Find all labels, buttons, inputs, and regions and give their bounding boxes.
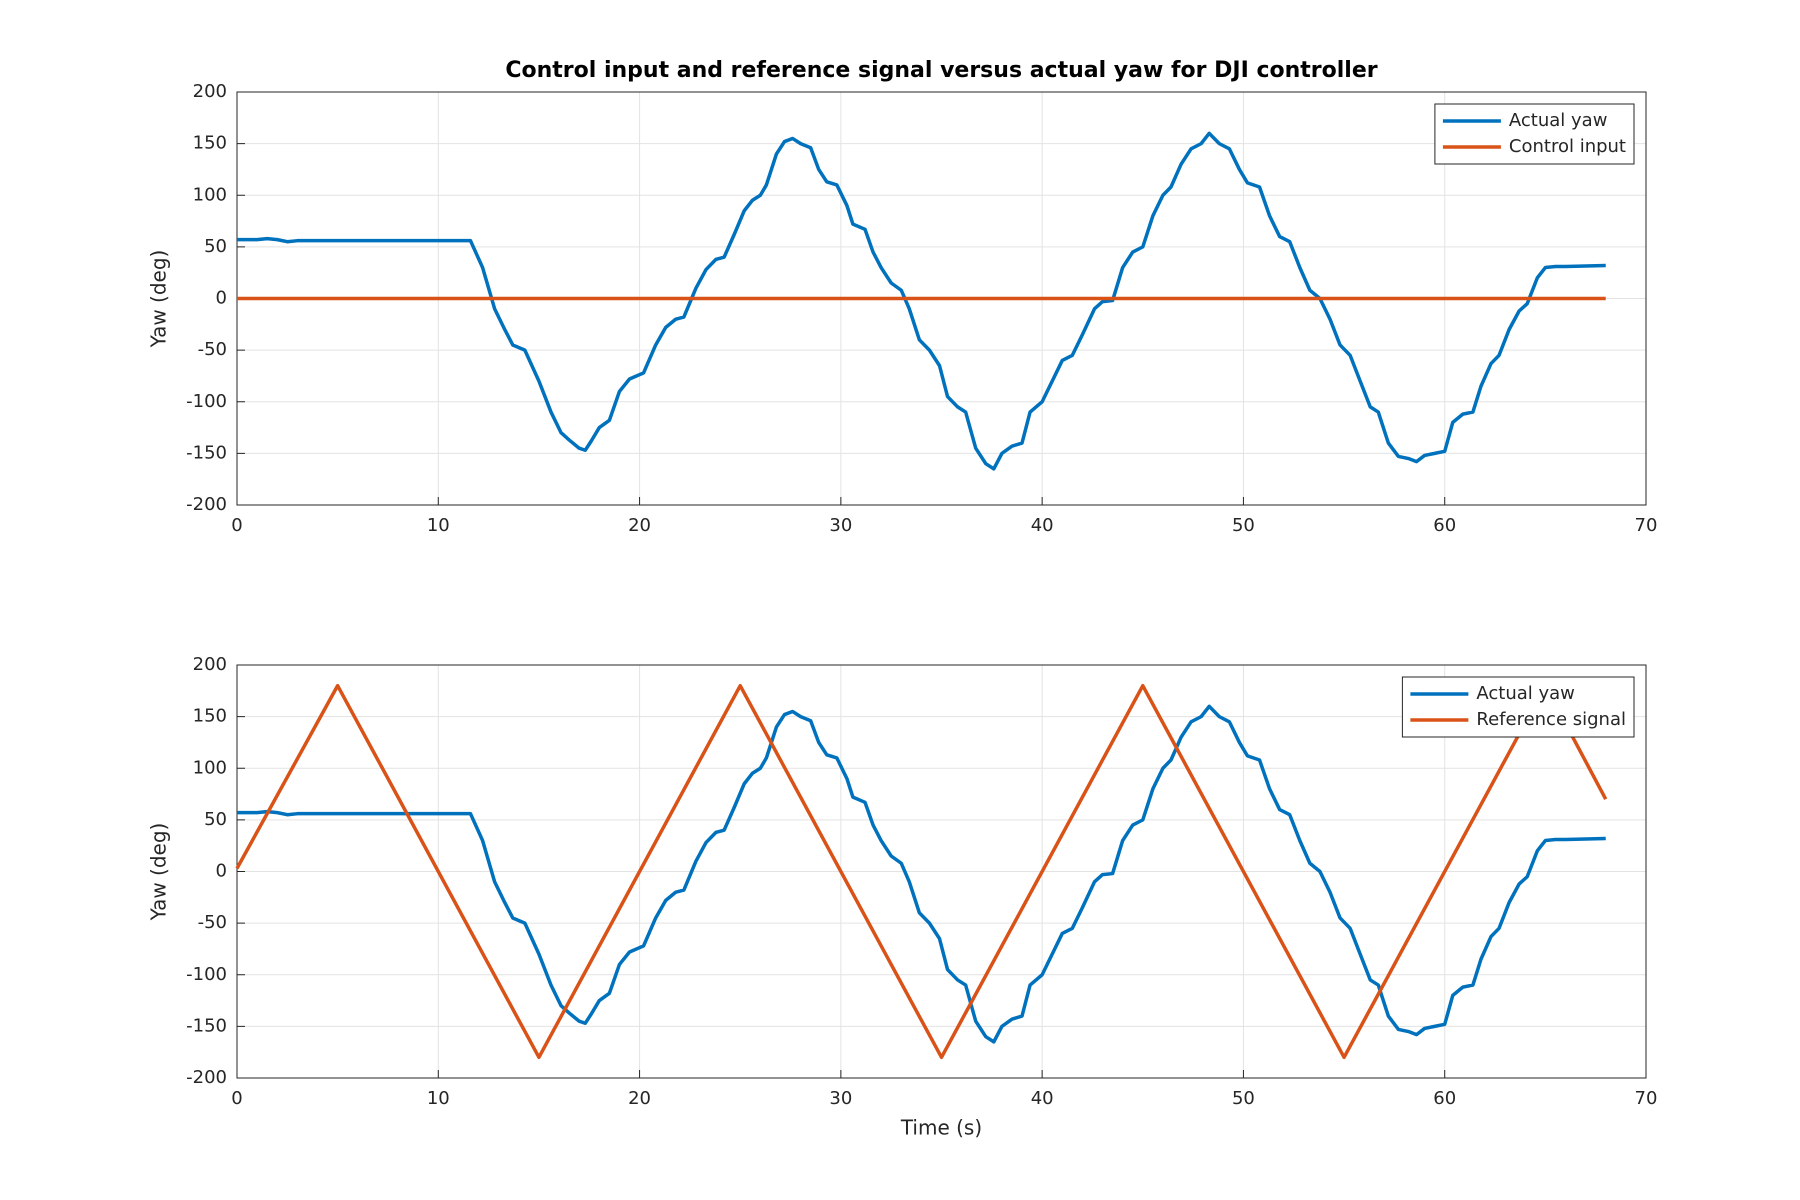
y-tick-label: -200 — [186, 494, 227, 515]
x-tick-label: 30 — [829, 1088, 852, 1109]
legend-label: Control input — [1509, 136, 1626, 157]
x-tick-label: 0 — [231, 1088, 242, 1109]
y-tick-label: 50 — [204, 809, 227, 830]
y-tick-label: -50 — [198, 912, 227, 933]
y-tick-label: -100 — [186, 964, 227, 985]
x-tick-label: 30 — [829, 515, 852, 536]
y-tick-label: -150 — [186, 1015, 227, 1036]
legend-box — [1434, 103, 1635, 165]
y-tick-label: -100 — [186, 391, 227, 412]
x-tick-label: 70 — [1635, 515, 1658, 536]
legend-label: Reference signal — [1476, 709, 1626, 730]
y-tick-label: -200 — [186, 1067, 227, 1088]
y-tick-label: 150 — [193, 133, 227, 154]
axes: 0 10 20 30 40 50 60 70 -200 -150 -100 -50 0 50 100 150 2… — [186, 81, 1657, 536]
x-tick-label: 20 — [628, 1088, 651, 1109]
y-tick-label: 50 — [204, 236, 227, 257]
x-tick-label: 10 — [427, 515, 450, 536]
y-tick-label: 200 — [193, 81, 227, 102]
y-tick-label: 200 — [193, 654, 227, 675]
y-tick-label: -150 — [186, 442, 227, 463]
y-tick-label: 100 — [193, 757, 227, 778]
x-tick-label: 40 — [1031, 1088, 1054, 1109]
x-tick-label: 50 — [1232, 515, 1255, 536]
x-tick-label: 50 — [1232, 1088, 1255, 1109]
y-tick-label: 100 — [193, 184, 227, 205]
x-axis-label: Time (s) — [900, 1116, 982, 1140]
axes-box — [236, 664, 1647, 1079]
y-tick-label: -50 — [198, 339, 227, 360]
x-tick-label: 40 — [1031, 515, 1054, 536]
legend-label: Actual yaw — [1509, 110, 1608, 131]
y-axis-label: Yaw (deg) — [147, 250, 171, 349]
legend-label: Actual yaw — [1476, 683, 1575, 704]
series-line — [235, 683, 1608, 1060]
series-line — [237, 131, 1606, 471]
chart-title: Control input and reference signal versu… — [505, 58, 1377, 83]
y-axis-label: Yaw (deg) — [147, 823, 171, 922]
y-tick-label: 0 — [216, 288, 227, 309]
x-tick-label: 60 — [1433, 1088, 1456, 1109]
legend: Actual yaw Reference signal — [1401, 676, 1635, 738]
x-tick-label: 10 — [427, 1088, 450, 1109]
legend-box — [1401, 676, 1635, 738]
y-tick-label: 150 — [193, 706, 227, 727]
legend: Actual yaw Control input — [1434, 103, 1635, 165]
x-tick-label: 60 — [1433, 515, 1456, 536]
y-tick-label: 0 — [216, 861, 227, 882]
series-line — [237, 704, 1606, 1044]
x-tick-label: 70 — [1635, 1088, 1658, 1109]
x-tick-label: 0 — [231, 515, 242, 536]
x-tick-label: 20 — [628, 515, 651, 536]
